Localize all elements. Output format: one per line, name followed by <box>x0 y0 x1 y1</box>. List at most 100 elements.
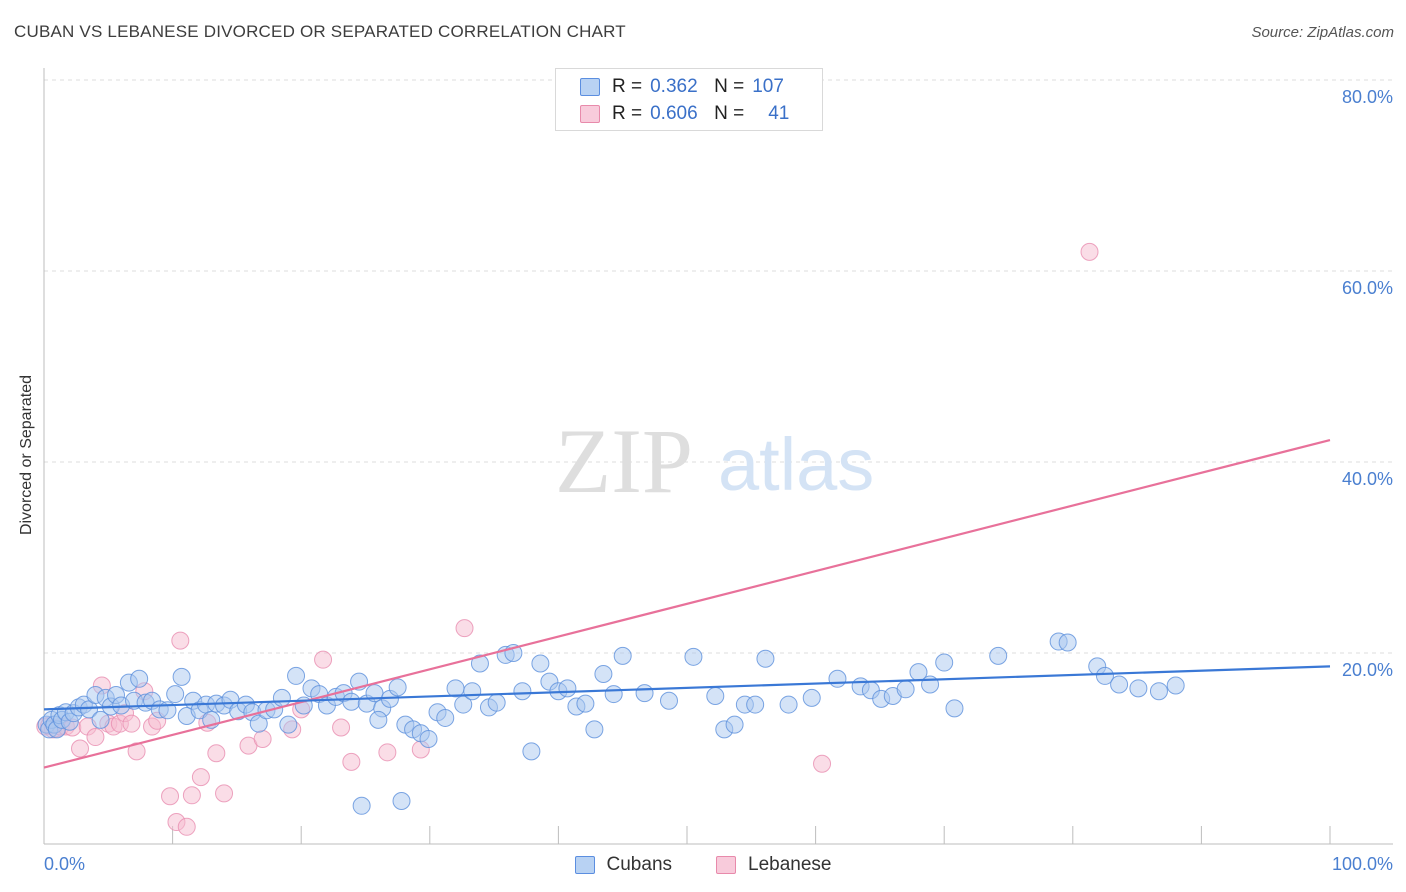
cubans-point <box>725 715 744 734</box>
stats-row-cubans: R = 0.362 N = 107 <box>580 74 784 100</box>
cubans-point <box>91 710 110 729</box>
x-tick-label-max: 100.0% <box>1332 854 1393 874</box>
gridlines <box>44 79 1393 654</box>
cubans-point <box>279 715 298 734</box>
cubans-point <box>342 692 361 711</box>
cubans-point <box>166 685 185 704</box>
cubans-point <box>1166 676 1185 695</box>
cubans-point <box>1058 633 1077 652</box>
cubans-point <box>945 699 964 718</box>
cubans-point <box>249 714 268 733</box>
r-label: R = <box>612 103 643 124</box>
cubans-point <box>604 685 623 704</box>
lebanese-point <box>86 728 105 747</box>
n-value: 107 <box>752 76 784 97</box>
cubans-point <box>513 682 532 701</box>
stats-row-lebanese: R = 0.606 N = 41 <box>580 101 789 127</box>
cubans-point <box>585 720 604 739</box>
lebanese-point <box>342 752 361 771</box>
cubans-trend-line <box>43 665 1331 711</box>
cubans-point <box>436 708 455 727</box>
lebanese-point <box>122 714 141 733</box>
lebanese-point <box>177 817 196 836</box>
cubans-point <box>558 679 577 698</box>
watermark-zip: ZIP <box>555 410 693 512</box>
lebanese-point <box>71 739 90 758</box>
cubans-point <box>272 688 291 707</box>
cubans-point <box>419 729 438 748</box>
lebanese-point <box>455 619 474 638</box>
lebanese-point <box>171 631 190 650</box>
watermark: ZIP atlas <box>555 410 874 512</box>
trend-lines <box>43 438 1331 769</box>
cubans-swatch <box>580 78 600 96</box>
source-label: Source: ZipAtlas.com <box>1251 24 1394 41</box>
legend-label-cubans: Cubans <box>606 854 673 875</box>
chart-title: CUBAN VS LEBANESE DIVORCED OR SEPARATED … <box>14 22 626 41</box>
n-label: N = <box>714 76 745 97</box>
cubans-point <box>1149 682 1168 701</box>
cubans-point <box>130 669 149 688</box>
cubans-point <box>531 654 550 673</box>
n-label: N = <box>714 103 745 124</box>
cubans-point <box>779 695 798 714</box>
lebanese-point <box>215 784 234 803</box>
axes <box>43 68 1393 845</box>
y-tick-label-80: 80.0% <box>1342 87 1393 107</box>
cubans-point <box>1110 675 1129 694</box>
lebanese-point <box>161 787 180 806</box>
cubans-point <box>896 680 915 699</box>
cubans-point <box>446 679 465 698</box>
lebanese-point <box>314 650 333 669</box>
r-value: 0.606 <box>650 103 698 124</box>
cubans-point <box>802 688 821 707</box>
cubans-point <box>746 695 765 714</box>
cubans-point <box>522 742 541 761</box>
cubans-point <box>659 691 678 710</box>
lebanese-point <box>332 718 351 737</box>
cubans-point <box>989 646 1008 665</box>
stats-box: R = 0.362 N = 107 R = 0.606 N = 41 <box>555 68 823 131</box>
cubans-legend-swatch <box>574 856 595 874</box>
cubans-point <box>172 667 191 686</box>
lebanese-point <box>253 729 272 748</box>
legend-item-lebanese[interactable]: Lebanese <box>716 854 831 876</box>
watermark-atlas: atlas <box>718 423 874 506</box>
lebanese-legend-swatch <box>716 856 737 874</box>
cubans-point <box>935 653 954 672</box>
lebanese-point <box>1080 242 1099 261</box>
r-value: 0.362 <box>650 76 698 97</box>
cubans-point <box>594 665 613 684</box>
cubans-point <box>487 693 506 712</box>
cubans-point <box>684 647 703 666</box>
cubans-point <box>388 678 407 697</box>
cubans-point <box>828 669 847 688</box>
cubans-point <box>470 654 489 673</box>
cubans-point <box>463 682 482 701</box>
y-tick-label-20: 20.0% <box>1342 660 1393 680</box>
r-label: R = <box>612 76 643 97</box>
lebanese-point <box>207 744 226 763</box>
x-tick-label-min: 0.0% <box>44 854 85 874</box>
legend-label-lebanese: Lebanese <box>748 854 832 875</box>
cubans-point <box>756 649 775 668</box>
lebanese-swatch <box>580 105 600 123</box>
lebanese-point <box>191 768 210 787</box>
cubans-point <box>613 646 632 665</box>
cubans-point <box>635 684 654 703</box>
cubans-point <box>1129 679 1148 698</box>
lebanese-trend-line <box>43 438 1331 769</box>
lebanese-point <box>127 742 146 761</box>
cubans-points <box>37 632 1185 815</box>
n-value: 41 <box>768 103 790 124</box>
y-tick-labels: 20.0% 40.0% 60.0% 80.0% <box>1342 87 1393 680</box>
cubans-point <box>287 666 306 685</box>
legend-item-cubans[interactable]: Cubans <box>574 854 673 876</box>
y-tick-label-40: 40.0% <box>1342 469 1393 489</box>
cubans-point <box>392 792 411 811</box>
cubans-point <box>369 710 388 729</box>
y-tick-label-60: 60.0% <box>1342 278 1393 298</box>
cubans-point <box>352 796 371 815</box>
cubans-point <box>576 694 595 713</box>
